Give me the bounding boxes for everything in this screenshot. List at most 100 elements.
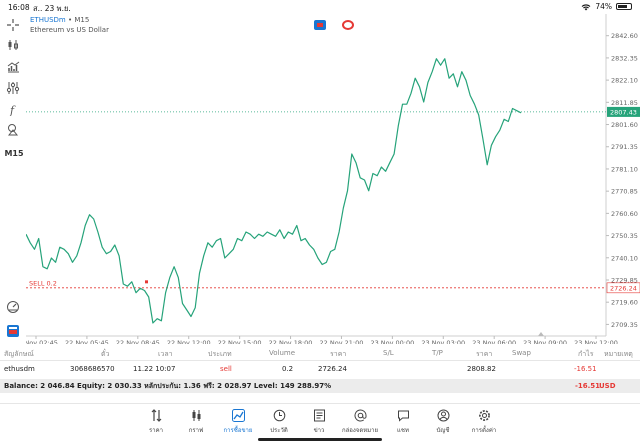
symbol-header: ETHUSDm • M15 Ethereum vs US Dollar xyxy=(30,16,109,34)
status-bar: 16:08 ส.. 23 พ.ย. 74% xyxy=(0,0,640,14)
trade-buttons xyxy=(314,20,354,30)
mailbox-icon xyxy=(354,409,366,422)
nav-mailbox[interactable]: กล่องจดหมาย xyxy=(340,409,380,435)
status-date: ส.. 23 พ.ย. xyxy=(33,4,71,13)
total-currency: USD xyxy=(599,382,616,390)
nav-settings-label: การตั้งค่า xyxy=(471,427,497,434)
y-tick-label: 2750.35 xyxy=(611,232,638,240)
balance-text: Balance: 2 046.84 Equity: 2 030.33 หลักป… xyxy=(4,382,332,390)
nav-mailbox-label: กล่องจดหมาย xyxy=(341,427,379,434)
row-ticket: 3068686570 xyxy=(70,365,115,373)
chat-icon xyxy=(397,410,409,422)
wifi-icon xyxy=(581,3,591,10)
header-type: ประเภท xyxy=(208,350,232,358)
chart-toolbar: f M15 xyxy=(0,14,26,340)
depth-of-market-icon[interactable] xyxy=(342,20,354,30)
symbol-description: Ethereum vs US Dollar xyxy=(30,26,109,34)
x-tick-label: 22 Nov 12:00 xyxy=(167,339,211,344)
quotes-icon xyxy=(151,409,161,422)
crosshair-icon[interactable] xyxy=(6,18,20,32)
battery-percent: 74% xyxy=(595,2,612,11)
timeframe-label[interactable]: M15 xyxy=(4,148,24,158)
row-volume: 0.2 xyxy=(282,365,294,373)
x-tick-label: 23 Nov 03:00 xyxy=(421,339,465,344)
y-tick-label: 2811.85 xyxy=(611,99,638,107)
nav-account[interactable]: บัญชี xyxy=(423,409,463,435)
news-icon xyxy=(313,409,325,422)
nav-chat-label: แชท xyxy=(397,427,409,434)
y-tick-label: 2801.60 xyxy=(611,121,638,129)
row-profit: -16.51 xyxy=(574,365,597,373)
chart-area[interactable]: ETHUSDm • M15 Ethereum vs US Dollar 2842… xyxy=(26,14,640,344)
status-right: 74% xyxy=(581,2,632,11)
row-time: 11.22 10:07 xyxy=(133,365,176,373)
y-tick-label: 2740.10 xyxy=(611,254,638,262)
battery-icon xyxy=(616,3,632,10)
symbol-name: ETHUSDm xyxy=(30,16,66,24)
x-tick-label: 22 Nov 21:00 xyxy=(320,339,364,344)
y-tick-label: 2822.10 xyxy=(611,77,638,85)
header-volume: Volume xyxy=(269,349,296,357)
nav-account-label: บัญชี xyxy=(436,427,450,434)
y-tick-label: 2729.85 xyxy=(611,276,638,284)
nav-history[interactable]: ประวัติ xyxy=(259,409,299,435)
nav-quotes-label: ราคา xyxy=(149,427,163,434)
x-tick-label: 23 Nov 06:00 xyxy=(472,339,516,344)
y-tick-label: 2709.35 xyxy=(611,321,638,329)
svg-text:f: f xyxy=(9,104,16,116)
nav-history-label: ประวัติ xyxy=(270,427,288,434)
y-tick-label: 2781.10 xyxy=(611,165,638,173)
header-tp: T/P xyxy=(432,349,443,357)
candlestick-icon[interactable] xyxy=(6,38,20,52)
header-symbol: สัญลักษณ์ xyxy=(4,350,34,358)
y-tick-label: 2791.35 xyxy=(611,143,638,151)
header-time: เวลา xyxy=(158,350,173,358)
current-price-box xyxy=(607,106,640,117)
nav-chat[interactable]: แชท xyxy=(383,409,423,435)
balance-bar: Balance: 2 046.84 Equity: 2 030.33 หลักป… xyxy=(0,379,640,393)
price-chart: 2842.60 2832.35 2822.10 2811.85 2801.60 2791.… xyxy=(26,14,640,344)
x-tick-label: 23 Nov 09:00 xyxy=(523,339,567,344)
table-row[interactable]: ethusdm 3068686570 11.22 10:07 sell 0.2 … xyxy=(0,361,640,378)
scroll-to-end-icon xyxy=(538,332,544,336)
nav-settings[interactable]: การตั้งค่า xyxy=(464,409,504,435)
table-header: สัญลักษณ์ ตั๋ว เวลา ประเภท Volume ราคา S… xyxy=(0,345,640,361)
nav-news[interactable]: ข่าว xyxy=(299,409,339,435)
y-tick-label: 2719.60 xyxy=(611,299,638,307)
nav-chart-label: กราฟ xyxy=(188,427,204,434)
price-line-series xyxy=(26,58,522,324)
chart-settings-icon[interactable] xyxy=(6,81,20,95)
x-tick-label: 22 Nov 05:45 xyxy=(65,339,109,344)
sell-entry-marker xyxy=(145,280,148,284)
objects-icon[interactable] xyxy=(6,122,20,136)
y-tick-label: 2770.85 xyxy=(611,188,638,196)
x-tick-label: 22 Nov 02:45 xyxy=(26,339,58,344)
y-tick-label: 2760.60 xyxy=(611,210,638,218)
trade-icon xyxy=(231,409,245,422)
home-indicator xyxy=(258,438,382,441)
y-tick-label: 2832.35 xyxy=(611,54,638,62)
x-tick-label: 22 Nov 18:00 xyxy=(269,339,313,344)
indicators-icon[interactable] xyxy=(6,60,20,74)
header-swap: Swap xyxy=(512,349,531,357)
function-icon[interactable]: f xyxy=(6,102,20,116)
current-price-label: 2807.43 xyxy=(610,108,637,116)
nav-trade[interactable]: การซื้อขาย xyxy=(218,409,258,435)
buy-sell-panel-icon[interactable] xyxy=(314,20,326,30)
y-tick-label: 2842.60 xyxy=(611,32,638,40)
one-click-trading-icon[interactable] xyxy=(6,324,20,338)
header-sl: S/L xyxy=(383,349,394,357)
positions-table: สัญลักษณ์ ตั๋ว เวลา ประเภท Volume ราคา S… xyxy=(0,345,640,378)
sell-line-label: SELL 0.2 xyxy=(29,279,57,287)
nav-chart[interactable]: กราฟ xyxy=(176,409,216,435)
header-ticket: ตั๋ว xyxy=(101,350,110,358)
settings-icon xyxy=(478,410,490,421)
symbol-timeframe: M15 xyxy=(74,16,90,24)
x-tick-label: 23 Nov 00:00 xyxy=(370,339,414,344)
nav-quotes[interactable]: ราคา xyxy=(136,409,176,435)
speedometer-icon[interactable] xyxy=(6,300,20,314)
row-symbol: ethusdm xyxy=(4,365,35,373)
sell-price-label: 2726.24 xyxy=(610,284,637,292)
header-price: ราคา xyxy=(330,350,347,358)
history-icon xyxy=(273,409,285,422)
